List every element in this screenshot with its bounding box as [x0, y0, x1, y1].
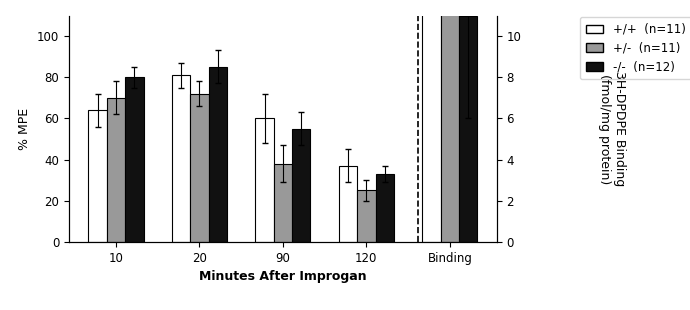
Bar	[441, 0, 459, 242]
Bar	[375, 174, 394, 242]
Bar	[208, 67, 227, 242]
Bar	[88, 110, 107, 242]
Legend: +/+  (n=11), +/-  (n=11), -/-  (n=12): +/+ (n=11), +/- (n=11), -/- (n=12)	[580, 17, 690, 79]
Bar	[255, 118, 274, 242]
Bar	[107, 98, 125, 242]
Bar	[125, 77, 144, 242]
Bar	[357, 190, 375, 242]
Bar	[292, 129, 310, 242]
Bar	[172, 75, 190, 242]
Y-axis label: 3H-DPDPE Binding
(fmol/mg protein): 3H-DPDPE Binding (fmol/mg protein)	[598, 71, 626, 186]
Y-axis label: % MPE: % MPE	[19, 108, 32, 150]
Bar	[459, 16, 477, 242]
X-axis label: Minutes After Improgan: Minutes After Improgan	[199, 270, 366, 283]
Bar	[190, 94, 208, 242]
Bar	[274, 164, 292, 242]
Bar	[422, 0, 441, 242]
Bar	[339, 166, 357, 242]
